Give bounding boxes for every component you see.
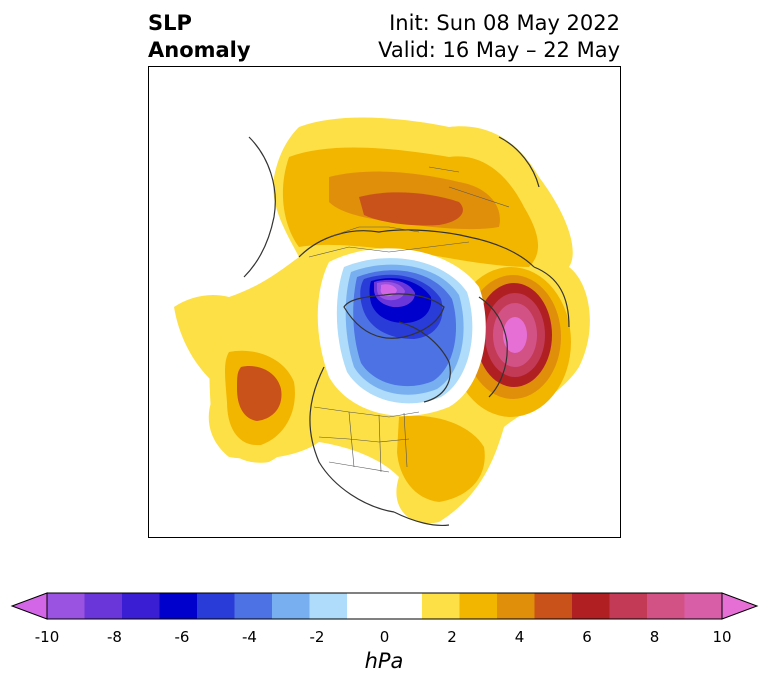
colorbar-tick-label: -6 [174,628,190,646]
arctic-low-anomaly [317,248,486,416]
map-panel [148,66,621,538]
colorbar-tick-label: 8 [649,628,660,646]
colorbar-tick-label: 0 [379,628,390,646]
colorbar-tick-label: -10 [34,628,60,646]
political-borders [308,166,510,473]
colorbar-tick-label: -8 [107,628,122,646]
colorbar-tick-label: 6 [582,628,592,646]
colorbar-swatch [84,593,123,619]
colorbar-frame [46,592,723,620]
colorbar-swatch [609,593,648,619]
map-title: SLP Anomaly [148,10,251,64]
title-line-1: SLP [148,11,192,35]
colorbar-swatch [234,593,273,619]
colorbar-unit-label: hPa [364,649,404,673]
colorbar-max-extend-arrow [721,592,759,620]
colorbar-swatch [309,593,348,619]
init-date: Init: Sun 08 May 2022 [389,11,620,35]
colorbar-swatch [384,593,423,619]
colorbar [10,592,759,620]
colorbar-tick-label: -4 [242,628,257,646]
slp-anomaly-map [174,117,590,527]
colorbar-tick-label: 2 [447,628,457,646]
forecast-dates: Init: Sun 08 May 2022 Valid: 16 May – 22… [378,10,620,64]
colorbar-swatch [497,593,535,619]
colorbar-tick-label: 10 [712,628,732,646]
colorbar-swatch [272,593,310,619]
colorbar-swatch [422,593,460,619]
colorbar-tick-label: -2 [309,628,325,646]
valid-range: Valid: 16 May – 22 May [378,38,620,62]
colorbar-swatch [197,593,235,619]
atlantic-2hpa [397,415,485,502]
colorbar-tick-label: 4 [514,628,525,646]
colorbar-swatch [347,593,385,619]
west-europe-4hpa [237,366,282,421]
title-line-2: Anomaly [148,38,251,62]
positive-4hpa-region [359,192,463,226]
colorbar-swatch [47,593,85,619]
colorbar-swatch [684,593,723,619]
colorbar-swatch [647,593,685,619]
colorbar-swatch [159,593,198,619]
colorbar-swatch [572,593,610,619]
colorbar-swatch [459,593,498,619]
colorbar-swatch [122,593,160,619]
colorbar-swatch [534,593,573,619]
colorbar-min-extend-arrow [10,592,48,620]
